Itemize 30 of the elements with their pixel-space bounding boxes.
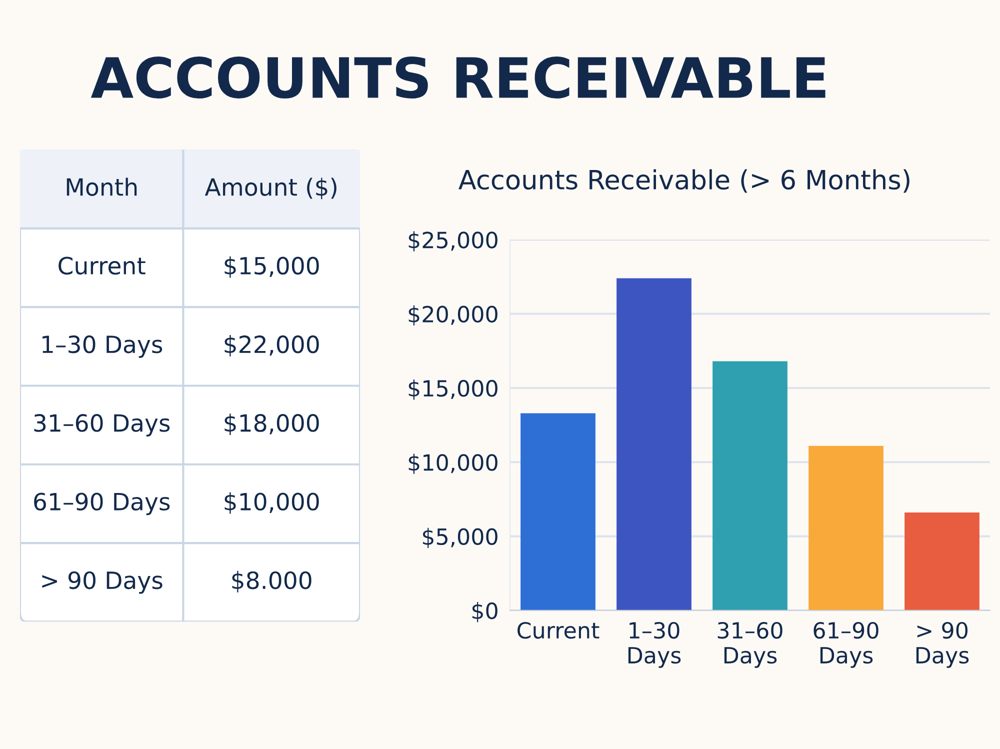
chart-title: Accounts Receivable (> 6 Months): [458, 169, 910, 193]
text: $8.000: [232, 570, 312, 592]
text: 61–90 Days: [34, 492, 170, 516]
text: > 90 Days: [42, 571, 162, 594]
x-tick-label: 31–60 Days: [718, 622, 782, 668]
text: Current: [58, 256, 146, 275]
y-tick-label: $20,000: [408, 305, 498, 326]
text: Month: [66, 178, 137, 196]
y-tick-label: $5,000: [422, 528, 498, 548]
text: $15,000: [224, 256, 319, 278]
x-tick-label: > 90 Days: [916, 622, 969, 668]
text: 31–60 Days: [34, 414, 170, 436]
y-tick-label: $10,000: [408, 454, 498, 474]
text: $18,000: [224, 414, 319, 436]
x-tick-label: Current: [518, 622, 600, 639]
text: $10,000: [224, 492, 319, 514]
y-tick-label: $25,000: [408, 231, 498, 252]
x-tick-label: 61–90 Days: [814, 622, 878, 668]
bar: [904, 512, 980, 610]
bar: [808, 446, 884, 610]
bar: [616, 278, 692, 610]
text: $22,000: [224, 334, 319, 356]
x-tick-label: 1–30 Days: [628, 622, 681, 668]
y-tick-label: $0: [472, 602, 498, 622]
text: Amount ($): [204, 178, 336, 200]
bar: [712, 361, 788, 610]
bar: [520, 413, 596, 610]
y-tick-label: $15,000: [408, 380, 498, 400]
text: ACCOUNTS RECEIVABLE: [90, 56, 826, 99]
text: 1–30 Days: [42, 335, 162, 358]
